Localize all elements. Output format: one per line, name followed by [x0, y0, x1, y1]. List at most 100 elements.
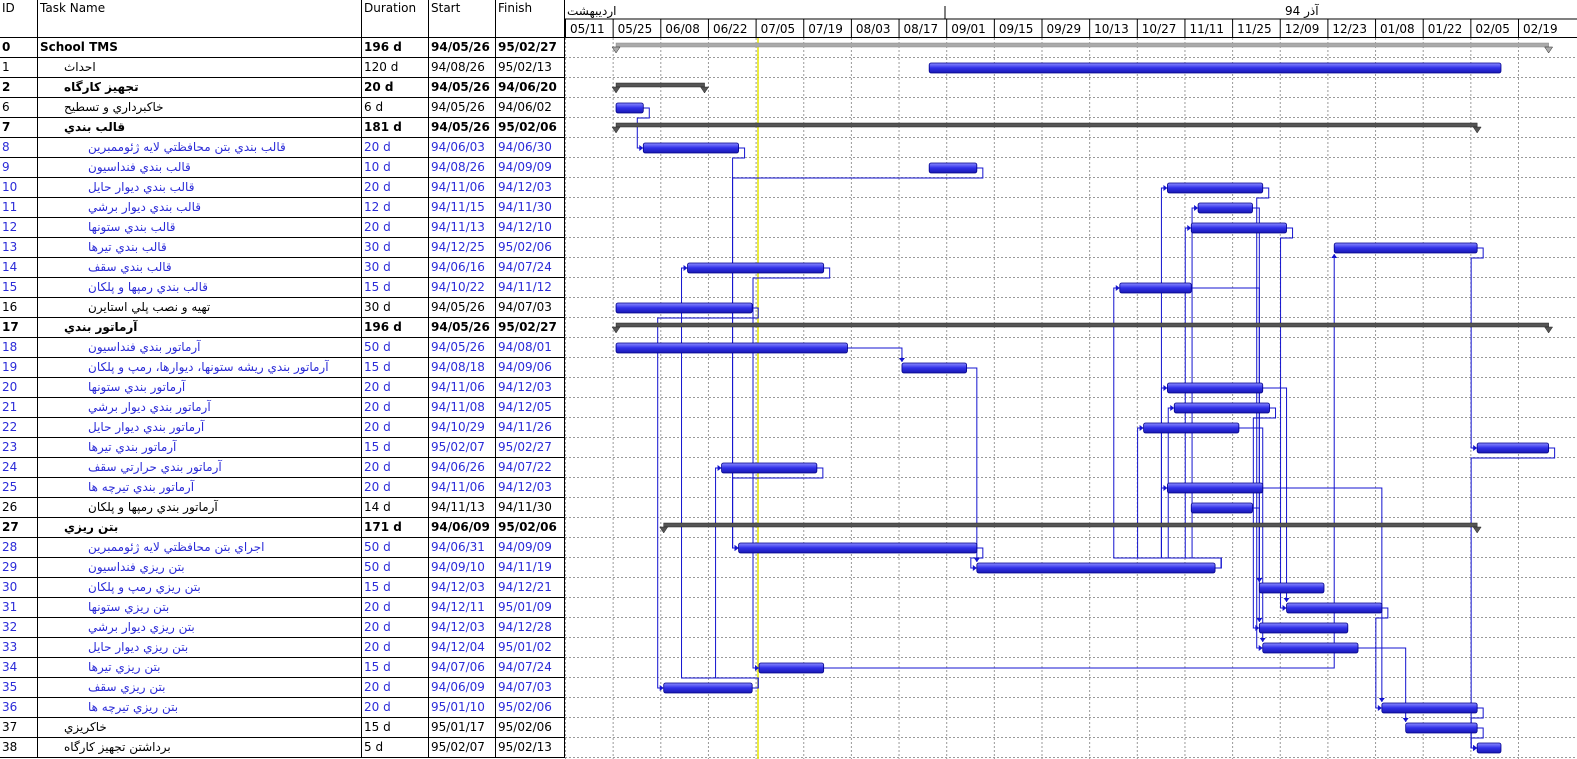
task-start[interactable]: 94/08/26	[429, 58, 496, 78]
task-start[interactable]: 94/11/08	[429, 398, 496, 418]
table-row[interactable]: 36 بتن ريزي تيرچه ها 20 d 95/01/10 95/02/06	[0, 698, 565, 718]
task-duration[interactable]: 20 d	[362, 698, 429, 718]
task-id[interactable]: 23	[0, 438, 38, 458]
table-row[interactable]: 14 قالب بندي سقف 30 d 94/06/16 94/07/24	[0, 258, 565, 278]
task-duration[interactable]: 15 d	[362, 578, 429, 598]
table-row[interactable]: 15 قالب بندي رمپها و پلكان 15 d 94/10/22 94/…	[0, 278, 565, 298]
task-finish[interactable]: 94/07/03	[496, 298, 565, 318]
task-start[interactable]: 94/08/18	[429, 358, 496, 378]
task-finish[interactable]: 94/09/09	[496, 158, 565, 178]
table-row[interactable]: 24 آرماتور بندي حرارتي سقف 20 d 94/06/26 94/…	[0, 458, 565, 478]
task-duration[interactable]: 14 d	[362, 498, 429, 518]
task-duration[interactable]: 171 d	[362, 518, 429, 538]
task-duration[interactable]: 20 d	[362, 678, 429, 698]
task-duration[interactable]: 20 d	[362, 618, 429, 638]
task-duration[interactable]: 20 d	[362, 138, 429, 158]
task-id[interactable]: 7	[0, 118, 38, 138]
task-name[interactable]: آرماتور بندي ديوار حايل	[38, 418, 362, 438]
task-name[interactable]: آرماتور بندي تيرچه ها	[38, 478, 362, 498]
task-finish[interactable]: 95/02/06	[496, 518, 565, 538]
task-start[interactable]: 94/12/25	[429, 238, 496, 258]
task-finish[interactable]: 95/02/13	[496, 58, 565, 78]
task-finish[interactable]: 94/07/22	[496, 458, 565, 478]
table-row[interactable]: 38 برداشتن تجهيز كارگاه 5 d 95/02/07 95/02/1…	[0, 738, 565, 758]
table-row[interactable]: 21 آرماتور بندي ديوار برشي 20 d 94/11/08 94/…	[0, 398, 565, 418]
table-row[interactable]: 9 قالب بندي فنداسيون 10 d 94/08/26 94/09/09	[0, 158, 565, 178]
task-duration[interactable]: 15 d	[362, 718, 429, 738]
header-duration[interactable]: Duration	[362, 0, 429, 38]
task-duration[interactable]: 12 d	[362, 198, 429, 218]
task-name[interactable]: تهيه و نصب پلي استايرن	[38, 298, 362, 318]
table-row[interactable]: 6 خاكبرداري و تسطيح 6 d 94/05/26 94/06/02	[0, 98, 565, 118]
task-start[interactable]: 94/11/13	[429, 498, 496, 518]
task-name[interactable]: آرماتور بندي تيرها	[38, 438, 362, 458]
header-id[interactable]: ID	[0, 0, 38, 38]
task-finish[interactable]: 95/01/02	[496, 638, 565, 658]
task-finish[interactable]: 95/02/27	[496, 38, 565, 58]
table-row[interactable]: 25 آرماتور بندي تيرچه ها 20 d 94/11/06 94/12…	[0, 478, 565, 498]
task-finish[interactable]: 94/12/05	[496, 398, 565, 418]
task-id[interactable]: 21	[0, 398, 38, 418]
task-id[interactable]: 31	[0, 598, 38, 618]
table-row[interactable]: 27 بتن ريزي 171 d 94/06/09 95/02/06	[0, 518, 565, 538]
task-start[interactable]: 94/08/26	[429, 158, 496, 178]
task-duration[interactable]: 196 d	[362, 318, 429, 338]
task-finish[interactable]: 94/11/26	[496, 418, 565, 438]
task-name[interactable]: احداث	[38, 58, 362, 78]
table-row[interactable]: 8 قالب بندي بتن محافظتي لايه ژئوممبرين 20 …	[0, 138, 565, 158]
task-start[interactable]: 94/12/11	[429, 598, 496, 618]
task-duration[interactable]: 20 d	[362, 638, 429, 658]
table-row[interactable]: 17 آرماتور بندي 196 d 94/05/26 95/02/27	[0, 318, 565, 338]
task-start[interactable]: 94/12/03	[429, 578, 496, 598]
task-finish[interactable]: 94/12/03	[496, 178, 565, 198]
task-duration[interactable]: 5 d	[362, 738, 429, 758]
table-row[interactable]: 0 School TMS 196 d 94/05/26 95/02/27	[0, 38, 565, 58]
task-finish[interactable]: 94/06/02	[496, 98, 565, 118]
table-row[interactable]: 16 تهيه و نصب پلي استايرن 30 d 94/05/26 94/0…	[0, 298, 565, 318]
task-start[interactable]: 94/06/09	[429, 518, 496, 538]
table-row[interactable]: 30 بتن ريزي رمپ و پلكان 15 d 94/12/03 94/12/…	[0, 578, 565, 598]
task-duration[interactable]: 20 d	[362, 378, 429, 398]
task-name[interactable]: قالب بندي ستونها	[38, 218, 362, 238]
task-name[interactable]: برداشتن تجهيز كارگاه	[38, 738, 362, 758]
table-row[interactable]: 35 بتن ريزي سقف 20 d 94/06/09 94/07/03	[0, 678, 565, 698]
task-finish[interactable]: 94/08/01	[496, 338, 565, 358]
task-id[interactable]: 9	[0, 158, 38, 178]
task-name[interactable]: بتن ريزي ستونها	[38, 598, 362, 618]
task-finish[interactable]: 94/09/09	[496, 538, 565, 558]
table-row[interactable]: 18 آرماتور بندي فنداسيون 50 d 94/05/26 94/08…	[0, 338, 565, 358]
header-task-name[interactable]: Task Name	[38, 0, 362, 38]
task-id[interactable]: 14	[0, 258, 38, 278]
task-duration[interactable]: 15 d	[362, 658, 429, 678]
task-start[interactable]: 94/12/03	[429, 618, 496, 638]
table-row[interactable]: 1 احداث 120 d 94/08/26 95/02/13	[0, 58, 565, 78]
task-finish[interactable]: 94/11/12	[496, 278, 565, 298]
task-duration[interactable]: 20 d	[362, 398, 429, 418]
task-duration[interactable]: 15 d	[362, 278, 429, 298]
task-finish[interactable]: 94/06/30	[496, 138, 565, 158]
table-row[interactable]: 10 قالب بندي ديوار حايل 20 d 94/11/06 94/12/…	[0, 178, 565, 198]
task-finish[interactable]: 95/02/13	[496, 738, 565, 758]
task-name[interactable]: قالب بندي تيرها	[38, 238, 362, 258]
task-start[interactable]: 94/11/06	[429, 378, 496, 398]
task-finish[interactable]: 94/07/03	[496, 678, 565, 698]
task-start[interactable]: 94/05/26	[429, 338, 496, 358]
task-name[interactable]: قالب بندي فنداسيون	[38, 158, 362, 178]
task-finish[interactable]: 95/01/09	[496, 598, 565, 618]
task-finish[interactable]: 94/07/24	[496, 658, 565, 678]
task-id[interactable]: 16	[0, 298, 38, 318]
task-name[interactable]: قالب بندي بتن محافظتي لايه ژئوممبرين	[38, 138, 362, 158]
table-row[interactable]: 34 بتن ريزي تيرها 15 d 94/07/06 94/07/24	[0, 658, 565, 678]
task-finish[interactable]: 94/09/06	[496, 358, 565, 378]
task-finish[interactable]: 94/11/30	[496, 198, 565, 218]
task-id[interactable]: 24	[0, 458, 38, 478]
task-duration[interactable]: 15 d	[362, 358, 429, 378]
task-duration[interactable]: 30 d	[362, 238, 429, 258]
task-name[interactable]: بتن ريزي تيرها	[38, 658, 362, 678]
task-duration[interactable]: 20 d	[362, 478, 429, 498]
task-id[interactable]: 10	[0, 178, 38, 198]
task-duration[interactable]: 15 d	[362, 438, 429, 458]
task-start[interactable]: 95/01/17	[429, 718, 496, 738]
task-duration[interactable]: 20 d	[362, 178, 429, 198]
task-duration[interactable]: 20 d	[362, 218, 429, 238]
